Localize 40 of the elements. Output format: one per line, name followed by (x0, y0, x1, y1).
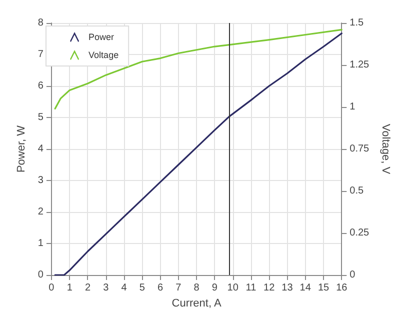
y-tick-label: 5 (38, 112, 44, 123)
line-series (54, 28, 342, 110)
y-axis-title: Power, W (16, 124, 28, 173)
x-tick-label: 16 (336, 282, 348, 294)
x-tick-label: 2 (84, 282, 91, 294)
x-tick-label: 8 (194, 282, 200, 294)
y-tick-label: 1 (38, 238, 44, 249)
x-tick-label: 5 (139, 282, 146, 294)
y-tick-label: 2 (38, 206, 44, 218)
y2-tick-label: 0 (350, 270, 356, 280)
y-tick-label: 8 (38, 18, 44, 28)
y-tick-label: 7 (38, 49, 44, 60)
y2-tick-label: 1.5 (350, 18, 364, 28)
line-series (54, 32, 342, 276)
x-tick-label: 6 (157, 282, 164, 294)
y2-tick-label: 1.25 (350, 60, 370, 70)
x-tick-label: 10 (227, 282, 239, 294)
x-tick-label: 7 (176, 282, 182, 294)
x-tick-label: 4 (121, 282, 128, 294)
y2-tick-label: 0.25 (350, 228, 370, 238)
y2-tick-label: 1 (350, 102, 356, 112)
legend-label: Power (88, 32, 114, 42)
x-tick-label: 12 (264, 282, 276, 294)
x-tick-label: 0 (48, 282, 55, 294)
x-tick-label: 1 (66, 282, 73, 294)
y-tick-label: 6 (38, 80, 44, 92)
y2-tick-label: 0.75 (350, 144, 370, 154)
y-tick-label: 4 (38, 144, 44, 154)
x-tick-label: 13 (282, 282, 294, 294)
y2-axis-title: Voltage, V (380, 124, 392, 175)
x-tick-label: 9 (212, 282, 218, 294)
y-tick-label: 0 (38, 270, 44, 280)
legend-label: Voltage (88, 50, 119, 60)
x-tick-label: 3 (103, 282, 110, 294)
x-axis-title: Current, A (172, 297, 222, 310)
y2-tick-label: 0.5 (350, 186, 364, 196)
x-tick-label: 14 (300, 282, 312, 294)
x-tick-label: 15 (318, 282, 330, 294)
x-tick-label: 11 (246, 282, 257, 294)
y-tick-label: 3 (38, 175, 44, 186)
